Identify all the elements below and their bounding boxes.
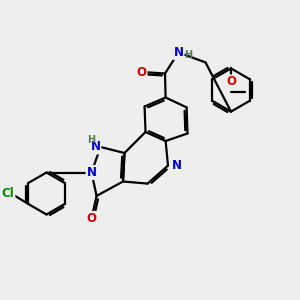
Text: O: O [226,75,236,88]
Text: O: O [136,65,147,79]
Text: N: N [91,140,100,154]
Text: Cl: Cl [2,187,14,200]
Text: O: O [86,212,97,225]
Text: H: H [87,135,95,146]
Text: H: H [184,50,192,61]
Text: N: N [86,166,97,179]
Text: N: N [172,159,182,172]
Text: N: N [173,46,184,59]
